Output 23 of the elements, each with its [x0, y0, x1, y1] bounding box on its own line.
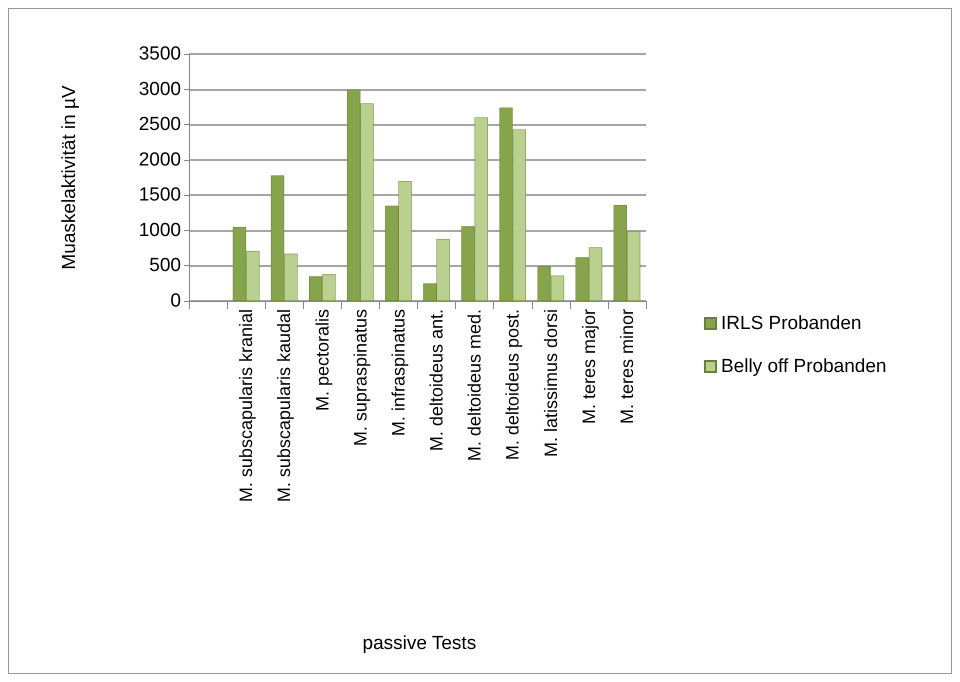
x-tick-label: M. infraspinatus [388, 309, 408, 436]
y-tick-label: 1500 [138, 184, 181, 206]
x-tick-label: M. deltoideus post. [502, 309, 523, 460]
y-tick-label: 0 [170, 290, 181, 312]
x-tick-label: M. deltoideus med. [464, 309, 485, 462]
x-tick-label: M. deltoideus ant. [426, 309, 447, 452]
y-tick-label: 2500 [138, 114, 181, 136]
x-tick-label: M. teres major [578, 309, 599, 424]
y-axis-title: Muaskelaktivität in µV [59, 85, 80, 270]
legend-label: IRLS Probanden [721, 313, 862, 334]
y-tick-label: 3000 [138, 78, 181, 100]
y-tick-label: 3500 [138, 44, 181, 64]
text: passive Tests [362, 633, 476, 654]
x-tick-label: M. pectoralis [312, 309, 332, 412]
y-tick-label: 1000 [138, 220, 181, 241]
y-tick-label: 2000 [138, 149, 181, 170]
x-tick-label: M. supraspinatus [350, 309, 370, 446]
x-tick-label: M. latissimus dorsi [540, 309, 561, 458]
x-tick-label: M. teres minor [616, 309, 637, 424]
x-tick-label: M. subscapularis kranial [236, 309, 256, 502]
legend-label: Belly off Probanden [721, 356, 886, 377]
x-tick-label: M. subscapularis kaudal [274, 309, 294, 502]
y-tick-label: 500 [149, 255, 181, 276]
